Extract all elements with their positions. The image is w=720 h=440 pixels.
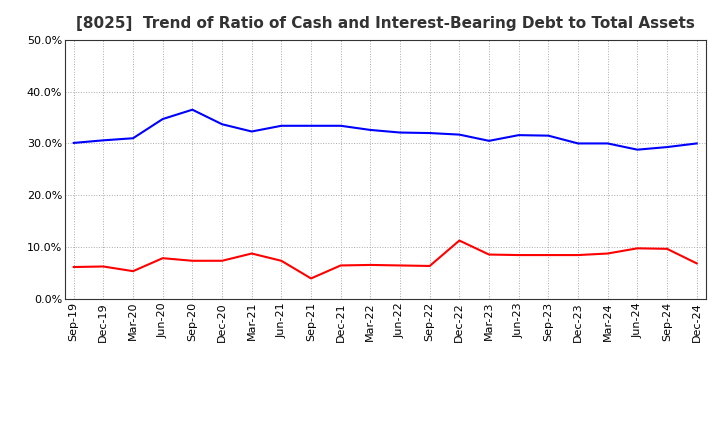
Cash [129, 268, 138, 274]
Cash [455, 238, 464, 243]
Cash [158, 256, 167, 261]
Cash [188, 258, 197, 264]
Interest-Bearing Debt [69, 140, 78, 146]
Interest-Bearing Debt [277, 123, 286, 128]
Cash [514, 253, 523, 258]
Line: Cash: Cash [73, 241, 697, 279]
Title: [8025]  Trend of Ratio of Cash and Interest-Bearing Debt to Total Assets: [8025] Trend of Ratio of Cash and Intere… [76, 16, 695, 32]
Interest-Bearing Debt [336, 123, 345, 128]
Interest-Bearing Debt [366, 127, 374, 132]
Interest-Bearing Debt [158, 117, 167, 122]
Interest-Bearing Debt [485, 138, 493, 143]
Cash [307, 276, 315, 281]
Cash [662, 246, 671, 252]
Line: Interest-Bearing Debt: Interest-Bearing Debt [73, 110, 697, 150]
Interest-Bearing Debt [544, 133, 553, 138]
Interest-Bearing Debt [129, 136, 138, 141]
Interest-Bearing Debt [307, 123, 315, 128]
Interest-Bearing Debt [603, 141, 612, 146]
Interest-Bearing Debt [574, 141, 582, 146]
Cash [426, 263, 434, 268]
Cash [248, 251, 256, 256]
Cash [336, 263, 345, 268]
Cash [693, 261, 701, 266]
Interest-Bearing Debt [248, 129, 256, 134]
Interest-Bearing Debt [662, 144, 671, 150]
Interest-Bearing Debt [396, 130, 405, 135]
Cash [277, 258, 286, 264]
Cash [574, 253, 582, 258]
Interest-Bearing Debt [514, 132, 523, 138]
Cash [485, 252, 493, 257]
Interest-Bearing Debt [455, 132, 464, 137]
Cash [99, 264, 108, 269]
Interest-Bearing Debt [693, 141, 701, 146]
Cash [603, 251, 612, 256]
Cash [366, 262, 374, 268]
Interest-Bearing Debt [426, 130, 434, 136]
Interest-Bearing Debt [99, 138, 108, 143]
Cash [396, 263, 405, 268]
Cash [217, 258, 226, 264]
Cash [633, 246, 642, 251]
Interest-Bearing Debt [217, 121, 226, 127]
Interest-Bearing Debt [188, 107, 197, 112]
Cash [69, 264, 78, 270]
Interest-Bearing Debt [633, 147, 642, 152]
Cash [544, 253, 553, 258]
